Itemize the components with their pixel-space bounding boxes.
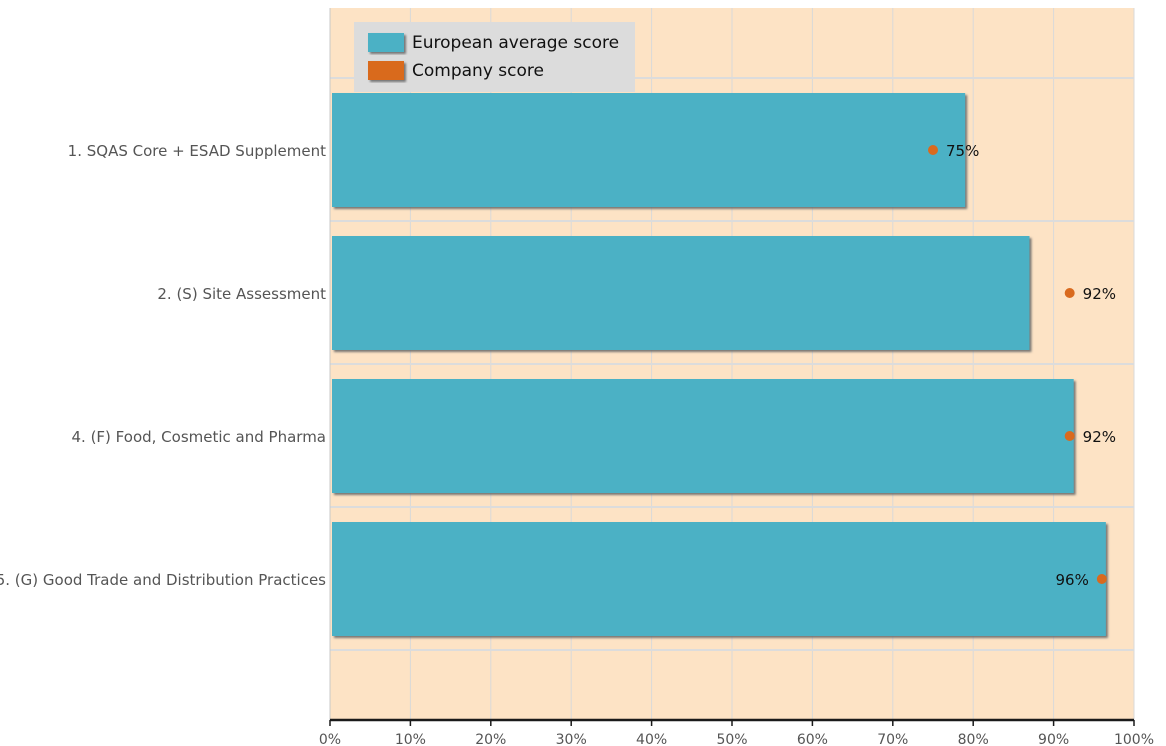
company-score-label: 92% — [1083, 428, 1116, 446]
legend-swatch-company — [368, 61, 404, 80]
bar-european-average — [332, 236, 1030, 350]
x-tick-label: 100% — [1114, 732, 1154, 746]
legend-label-european-average: European average score — [412, 33, 619, 53]
company-score-label: 96% — [1055, 571, 1088, 589]
x-tick-label: 30% — [556, 732, 587, 746]
x-tick-label: 10% — [395, 732, 426, 746]
legend-label-company: Company score — [412, 61, 544, 81]
bar-european-average — [332, 522, 1106, 636]
x-tick-label: 50% — [716, 732, 747, 746]
x-tick-label: 60% — [797, 732, 828, 746]
x-tick-label: 40% — [636, 732, 667, 746]
category-label: 2. (S) Site Assessment — [157, 285, 326, 303]
company-score-marker — [1064, 288, 1075, 298]
bar-european-average — [332, 93, 966, 207]
company-score-label: 75% — [946, 142, 979, 160]
company-score-marker — [928, 145, 938, 155]
x-tick-label: 0% — [319, 732, 341, 746]
x-tick-label: 80% — [958, 732, 989, 746]
company-score-marker — [1096, 574, 1107, 584]
category-label: 5. (G) Good Trade and Distribution Pract… — [0, 571, 326, 589]
category-label: 4. (F) Food, Cosmetic and Pharma — [72, 428, 327, 446]
category-label: 1. SQAS Core + ESAD Supplement — [68, 142, 326, 160]
bar-european-average — [332, 379, 1074, 493]
x-tick-label: 20% — [475, 732, 506, 746]
company-score-label: 92% — [1083, 285, 1116, 303]
legend-swatch-european-average — [368, 33, 404, 52]
x-tick-label: 70% — [877, 732, 908, 746]
company-score-marker — [1064, 431, 1075, 441]
x-tick-label: 90% — [1038, 732, 1069, 746]
